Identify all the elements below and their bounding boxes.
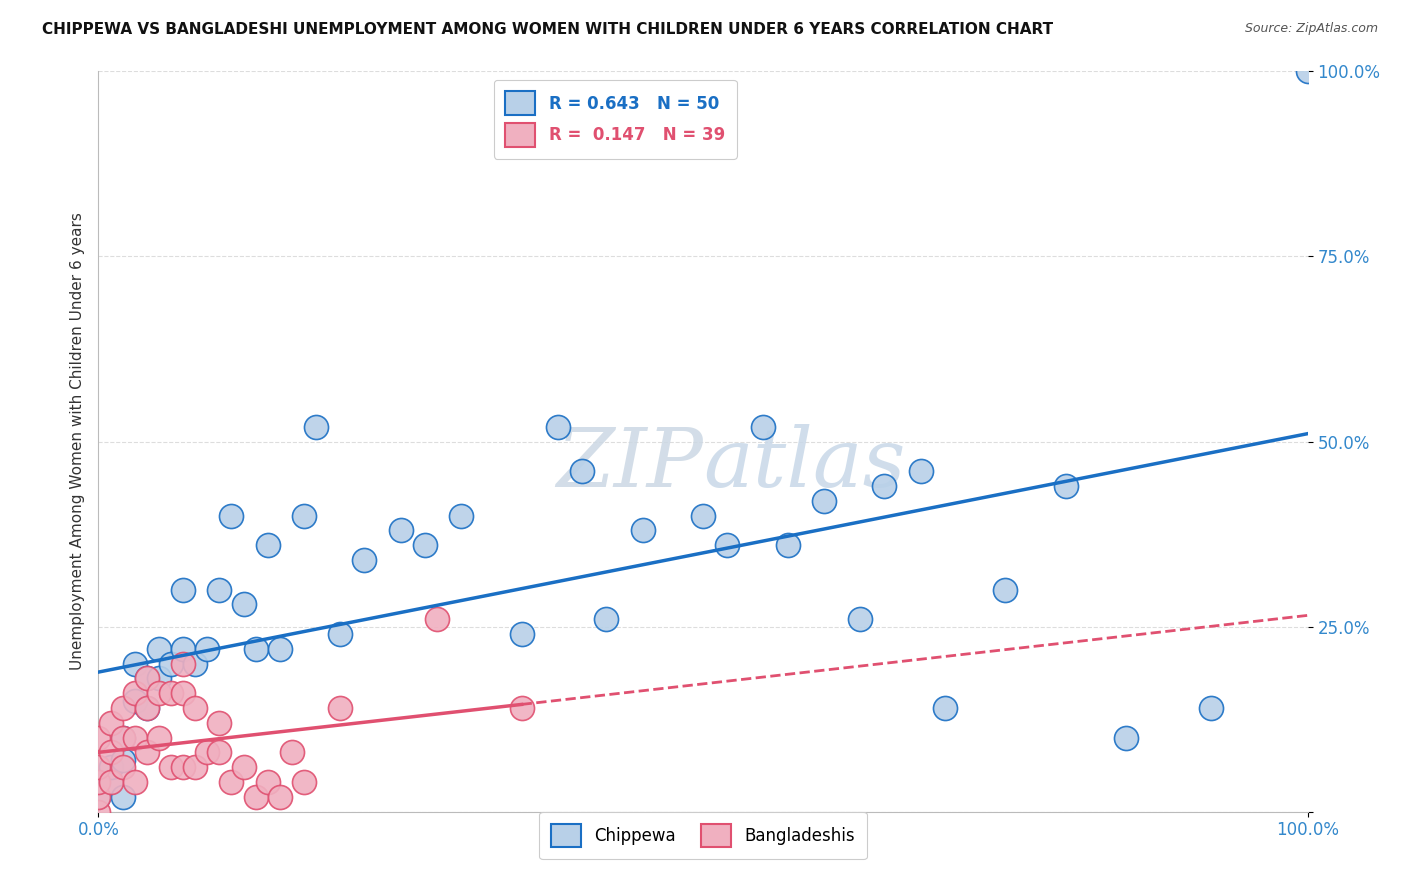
Y-axis label: Unemployment Among Women with Children Under 6 years: Unemployment Among Women with Children U… (69, 212, 84, 671)
Point (184, 760, 207, 774)
Point (510, 701, 533, 715)
Point (172, 686, 194, 700)
Point (124, 694, 146, 708)
Point (160, 686, 183, 700)
Point (87, 760, 110, 774)
Text: Source: ZipAtlas.com: Source: ZipAtlas.com (1244, 22, 1378, 36)
Point (111, 731, 134, 745)
Point (100, 715, 122, 730)
Point (716, 538, 738, 552)
Point (87, 805, 110, 819)
Text: CHIPPEWA VS BANGLADESHI UNEMPLOYMENT AMONG WOMEN WITH CHILDREN UNDER 6 YEARS COR: CHIPPEWA VS BANGLADESHI UNEMPLOYMENT AMO… (42, 22, 1053, 37)
Point (571, 464, 593, 478)
Point (100, 760, 122, 774)
Text: ZIP: ZIP (557, 424, 703, 504)
Point (1115, 731, 1137, 745)
Point (148, 731, 170, 745)
Point (111, 753, 134, 767)
Point (256, 775, 278, 789)
Point (111, 701, 134, 715)
Point (1054, 479, 1077, 493)
Point (87, 775, 110, 789)
Point (232, 760, 254, 774)
Point (1296, 64, 1319, 78)
Point (1199, 701, 1222, 715)
Point (87, 775, 110, 789)
Point (389, 524, 412, 538)
Point (510, 627, 533, 641)
Point (547, 419, 569, 434)
Point (195, 746, 218, 760)
Point (413, 538, 436, 552)
Point (305, 419, 328, 434)
Point (292, 508, 315, 523)
Point (292, 775, 315, 789)
Point (269, 789, 291, 804)
Point (353, 553, 375, 567)
Point (221, 508, 243, 523)
Point (111, 731, 134, 745)
Point (752, 419, 775, 434)
Point (221, 775, 243, 789)
Point (135, 672, 157, 686)
Point (994, 582, 1017, 597)
Point (124, 731, 146, 745)
Point (631, 524, 654, 538)
Point (148, 672, 170, 686)
Point (135, 701, 157, 715)
Point (195, 641, 218, 656)
Point (208, 715, 231, 730)
Point (172, 760, 194, 774)
Point (232, 598, 254, 612)
Point (776, 538, 799, 552)
Point (124, 775, 146, 789)
Point (124, 657, 146, 671)
Point (148, 686, 170, 700)
Point (934, 701, 956, 715)
Point (87, 731, 110, 745)
Point (910, 464, 932, 478)
Point (100, 746, 122, 760)
Point (160, 760, 183, 774)
Point (100, 775, 122, 789)
Point (595, 612, 617, 626)
Point (87, 789, 110, 804)
Point (160, 657, 183, 671)
Point (450, 508, 472, 523)
Point (813, 493, 835, 508)
Point (172, 641, 194, 656)
Point (184, 701, 207, 715)
Point (100, 775, 122, 789)
Point (208, 746, 231, 760)
Point (873, 479, 896, 493)
Text: atlas: atlas (703, 424, 905, 504)
Point (256, 538, 278, 552)
Point (849, 612, 872, 626)
Point (87, 789, 110, 804)
Point (124, 686, 146, 700)
Point (172, 582, 194, 597)
Point (426, 612, 449, 626)
Point (269, 641, 291, 656)
Legend: Chippewa, Bangladeshis: Chippewa, Bangladeshis (540, 812, 866, 859)
Point (148, 641, 170, 656)
Point (245, 789, 267, 804)
Point (329, 701, 352, 715)
Point (172, 657, 194, 671)
Point (135, 746, 157, 760)
Point (281, 746, 304, 760)
Point (184, 657, 207, 671)
Point (111, 789, 134, 804)
Point (135, 672, 157, 686)
Point (692, 508, 714, 523)
Point (208, 582, 231, 597)
Point (111, 760, 134, 774)
Point (245, 641, 267, 656)
Point (135, 701, 157, 715)
Point (329, 627, 352, 641)
